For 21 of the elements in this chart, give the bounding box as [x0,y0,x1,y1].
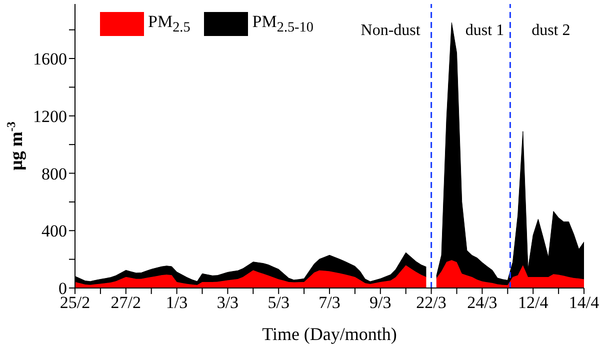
annotation: Non-dust [360,22,420,40]
annotation: dust 2 [532,22,570,40]
y-tick-label: 1600 [33,50,67,69]
x-tick-label: 7/3 [318,293,340,312]
x-axis-title: Time (Day/month) [262,324,397,344]
x-tick-label: 12/4 [518,293,549,312]
y-tick-label: 400 [42,222,67,241]
legend-label: PM$_{2.5-10}$ [252,12,314,36]
x-tick-label: 9/3 [370,293,392,312]
x-tick-label: 22/3 [416,293,446,312]
annotation: dust 1 [465,22,504,40]
y-tick-label: 800 [42,164,67,184]
x-tick-label: 24/3 [467,293,498,312]
x-tick-label: 3/3 [216,293,239,312]
x-tick-label: 1/3 [166,293,188,312]
legend-label: PM$_{2.5}$ [148,12,190,36]
x-tick-label: 25/2 [60,293,90,312]
y-tick-label: 1200 [33,106,67,126]
x-tick-label: 5/3 [268,293,290,312]
x-tick-label: 14/4 [568,293,600,312]
x-tick-label: 27/2 [110,293,142,312]
